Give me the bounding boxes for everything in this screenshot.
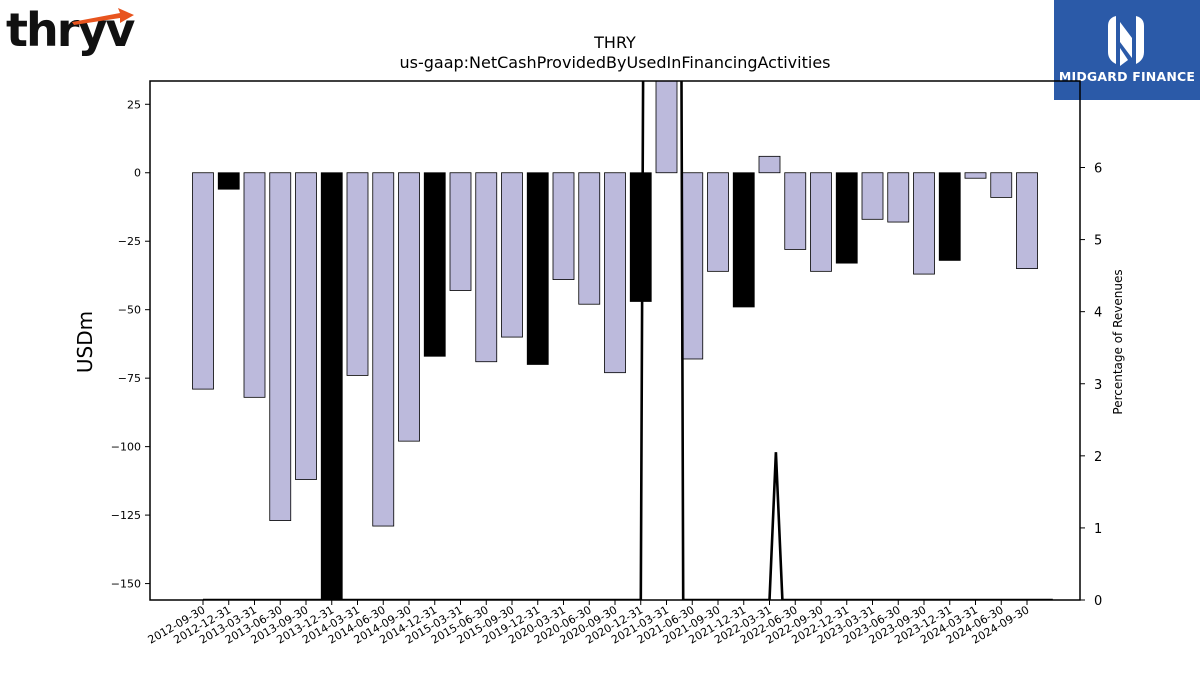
bar-2014-06-30 <box>372 172 395 527</box>
bar-2015-09-30 <box>501 172 523 338</box>
bar-2020-12-31 <box>629 172 652 302</box>
y-tick-label: −100 <box>111 441 141 454</box>
thryv-wordmark: thryv <box>6 3 135 57</box>
y-tick-label: −125 <box>111 509 141 522</box>
y2-axis-label: Percentage of Revenues <box>1111 269 1125 414</box>
bar-2015-06-30 <box>475 172 498 363</box>
bar-2013-09-30 <box>295 172 317 480</box>
y2-tick-label: 6 <box>1094 162 1102 177</box>
bar-2022-09-30 <box>810 172 832 272</box>
y2-tick-label: 0 <box>1094 594 1102 609</box>
y-tick-label: −75 <box>118 372 141 385</box>
bar-2013-03-31 <box>243 172 266 398</box>
bar-2013-06-30 <box>269 172 292 521</box>
thryv-logo: thryv <box>6 3 135 57</box>
bar-2022-06-30 <box>784 172 807 250</box>
bar-2024-03-31 <box>964 172 987 179</box>
x-axis: 2012-09-302012-12-312013-03-312013-06-30… <box>146 600 1032 647</box>
bar-2023-03-31 <box>861 172 884 220</box>
bar-2014-03-31 <box>346 172 369 376</box>
chart-subtitle: us-gaap:NetCashProvidedByUsedInFinancing… <box>399 53 830 72</box>
bar-2014-12-31 <box>423 172 446 357</box>
y2-tick-label: 4 <box>1094 306 1102 321</box>
bar-2023-09-30 <box>913 172 935 275</box>
bar-2020-09-30 <box>604 172 626 374</box>
bar-2024-09-30 <box>1016 172 1038 270</box>
bar-2021-09-30 <box>707 172 729 272</box>
bar-2021-03-31 <box>655 81 678 174</box>
chart-title: THRY <box>593 33 636 52</box>
bar-2013-12-31 <box>320 172 343 600</box>
y-axis-left: 25 0 −25 −50 −75 −100 −125 −150 <box>111 98 150 591</box>
bar-2024-06-30 <box>990 172 1013 198</box>
bar-2022-03-31 <box>758 155 781 174</box>
bar-2022-12-31 <box>835 172 858 264</box>
bar-series <box>192 81 1038 600</box>
y-tick-label: −25 <box>118 235 141 248</box>
bar-2020-03-31 <box>552 172 575 280</box>
bar-2014-09-30 <box>398 172 420 442</box>
bar-2023-12-31 <box>938 172 961 261</box>
bar-2021-12-31 <box>732 172 755 308</box>
midgard-emblem-icon <box>1108 16 1144 66</box>
y-axis-right: 0 1 2 3 4 5 6 <box>1080 162 1102 609</box>
bar-2021-06-30 <box>681 172 704 360</box>
y-axis-label: USDm <box>73 311 97 373</box>
midgard-brand-text: MIDGARD FINANCE <box>1058 69 1196 84</box>
bar-2015-03-31 <box>449 172 472 291</box>
y2-tick-label: 2 <box>1094 450 1102 465</box>
bar-2020-06-30 <box>578 172 601 305</box>
bar-2012-09-30 <box>192 172 214 390</box>
bar-2012-12-31 <box>217 172 240 190</box>
y2-tick-label: 5 <box>1094 234 1102 249</box>
y-tick-label: 0 <box>134 167 141 180</box>
midgard-finance-logo: MIDGARD FINANCE <box>1054 0 1200 100</box>
y-tick-label: 25 <box>127 98 141 111</box>
y-tick-label: −50 <box>118 304 141 317</box>
thryv-arrow-icon <box>72 8 134 25</box>
bar-2023-06-30 <box>887 172 910 223</box>
bar-2019-12-31 <box>526 172 549 365</box>
y2-tick-label: 1 <box>1094 522 1102 537</box>
y-tick-label: −150 <box>111 578 141 591</box>
y2-tick-label: 3 <box>1094 378 1102 393</box>
